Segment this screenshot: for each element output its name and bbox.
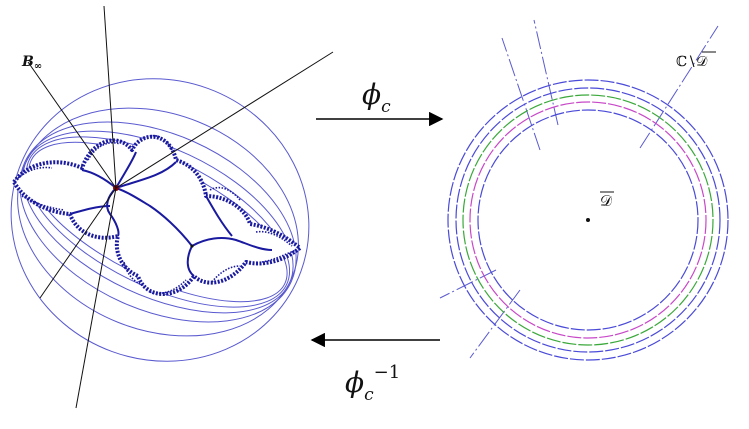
external-ray (27, 61, 117, 189)
level-curve (22, 130, 294, 314)
radial-ray (439, 269, 497, 299)
inverse-map-subscript: c (364, 385, 374, 405)
external-ray (75, 187, 117, 409)
level-curve (17, 107, 299, 337)
basin-symbol: B (21, 54, 34, 70)
level-circle-magenta (469, 101, 707, 339)
external-ray (103, 5, 117, 189)
level-circle-green (462, 94, 714, 346)
disk-symbol: 𝒟 (600, 192, 612, 210)
inverse-map-symbol: ϕ (345, 366, 364, 399)
disk-label: 𝒟 (600, 192, 612, 210)
level-circle-blue (447, 79, 729, 361)
disk-panel: 𝒟 ℂ∖𝒟 (439, 19, 729, 361)
external-rays (27, 5, 334, 409)
complement-label: ℂ∖𝒟 (676, 54, 708, 70)
level-circle-blue (477, 109, 699, 331)
external-ray (39, 187, 117, 299)
forward-map-label: ϕc (362, 78, 391, 117)
map-arrows: ϕc ϕc−1 (310, 78, 444, 405)
julia-set (12, 134, 302, 296)
level-curve-outer (10, 78, 310, 362)
inverse-map-label: ϕc−1 (345, 362, 400, 405)
julia-panel: B∞ (10, 5, 334, 409)
julia-set-boundary (12, 134, 302, 296)
basin-subscript: ∞ (34, 61, 42, 72)
external-ray (115, 51, 334, 189)
forward-map-symbol: ϕ (362, 78, 381, 111)
complement-disk: 𝒟 (696, 54, 708, 70)
inverse-map-superscript: −1 (374, 362, 401, 383)
radial-rays (439, 19, 719, 359)
level-circles (447, 79, 729, 361)
critical-point (190, 244, 194, 248)
radial-ray (639, 25, 719, 149)
basin-label: B∞ (21, 54, 42, 72)
radial-ray (501, 37, 541, 151)
level-circle-blue (455, 87, 721, 353)
complement-prefix: ℂ∖ (676, 54, 696, 70)
forward-map-subscript: c (381, 97, 391, 117)
level-curve (19, 121, 297, 323)
disk-center-point (586, 218, 590, 222)
